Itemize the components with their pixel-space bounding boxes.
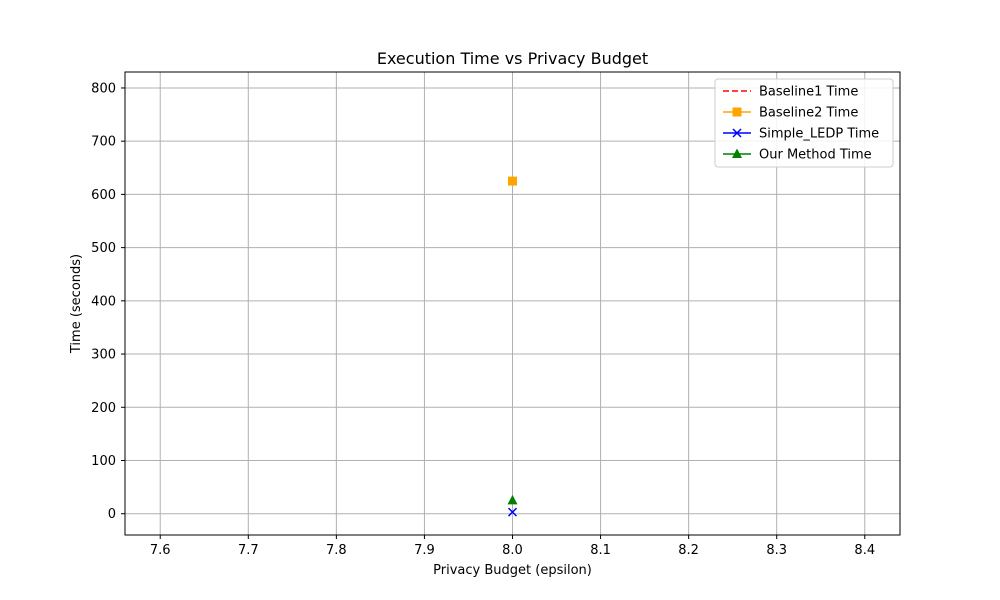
y-tick-label: 200 (91, 401, 116, 416)
data-point-stroke (507, 507, 518, 517)
y-tick-label: 600 (91, 188, 116, 203)
legend-swatch-marker (732, 128, 742, 138)
y-tick-label: 400 (91, 294, 116, 309)
series-2 (507, 507, 518, 517)
legend-swatch-marker (732, 148, 742, 158)
y-tick-label: 700 (91, 135, 116, 150)
x-tick-label: 8.4 (854, 543, 875, 558)
legend-item: Baseline2 Time (723, 106, 858, 121)
series (507, 176, 518, 517)
series-1 (508, 176, 517, 186)
y-tick-label: 0 (108, 507, 116, 522)
legend-item: Our Method Time (723, 148, 872, 163)
y-tick-label: 500 (91, 241, 116, 256)
x-tick-label: 8.1 (590, 543, 611, 558)
series-3 (507, 494, 518, 505)
legend-swatch-marker (732, 107, 742, 117)
legend-label: Simple_LEDP Time (759, 127, 879, 142)
y-tick-label: 800 (91, 81, 116, 96)
chart-title: Execution Time vs Privacy Budget (377, 49, 648, 68)
y-tick-label: 300 (91, 348, 116, 363)
x-tick-label: 7.9 (414, 543, 435, 558)
legend-item: Simple_LEDP Time (723, 127, 879, 142)
axis-ticks: 7.6 7.7 7.8 7.9 8.0 8.1 8.2 8.3 8.4 0 100 200 300 400… (91, 81, 875, 558)
x-tick-label: 7.7 (238, 543, 259, 558)
x-tick-label: 7.8 (326, 543, 347, 558)
y-axis-label: Time (seconds) (69, 254, 84, 354)
legend-label: Baseline2 Time (759, 106, 858, 121)
legend: Baseline1 Time Baseline2 Time Simple_LEDP … (714, 78, 894, 168)
x-tick-label: 8.2 (678, 543, 699, 558)
data-point (507, 507, 518, 517)
x-tick-label: 8.3 (766, 543, 787, 558)
legend-swatch-marker-stroke (732, 128, 742, 138)
legend-item: Baseline1 Time (723, 85, 858, 100)
legend-box (714, 78, 894, 168)
legend-label: Our Method Time (759, 148, 872, 163)
x-tick-label: 8.0 (502, 543, 523, 558)
data-point (507, 494, 518, 505)
legend-label: Baseline1 Time (759, 85, 858, 100)
x-tick-label: 7.6 (150, 543, 171, 558)
data-point (508, 176, 517, 186)
x-axis-label: Privacy Budget (epsilon) (433, 563, 592, 578)
y-tick-label: 100 (91, 454, 116, 469)
